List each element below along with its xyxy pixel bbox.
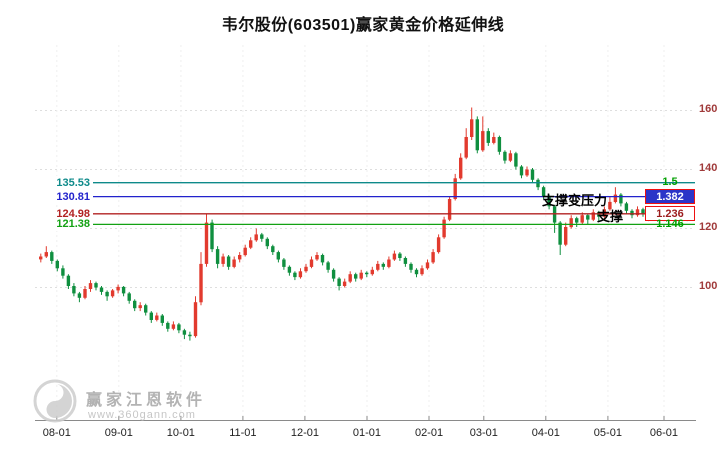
x-axis-line bbox=[35, 420, 696, 421]
extension-ratio-label: 1.236 bbox=[645, 206, 695, 222]
annotation-support: 支撑 bbox=[597, 209, 624, 224]
x-axis-label: 12-01 bbox=[290, 427, 320, 439]
page-title: 韦尔股份(603501)赢家黄金价格延伸线 bbox=[221, 17, 505, 34]
watermark-logo-icon bbox=[32, 378, 78, 429]
y-axis-label: 120 bbox=[699, 221, 718, 234]
extension-price-label: 130.81 bbox=[34, 189, 90, 204]
x-axis-label: 06-01 bbox=[649, 427, 679, 439]
extension-price-label: 124.98 bbox=[34, 206, 90, 221]
extension-price-label: 135.53 bbox=[34, 175, 90, 190]
x-axis-label: 10-01 bbox=[166, 427, 195, 439]
x-axis-label: 09-01 bbox=[104, 427, 133, 439]
extension-ratio-label: 1.146 bbox=[656, 217, 684, 230]
x-axis-label: 04-01 bbox=[531, 427, 560, 439]
extension-price-label: 121.38 bbox=[34, 217, 90, 232]
annotation-support-turn-resistance: 支撑变压力 bbox=[542, 193, 608, 208]
candlestick-chart-area[interactable] bbox=[35, 45, 695, 420]
y-axis-label: 100 bbox=[699, 280, 718, 293]
x-axis-label: 08-01 bbox=[42, 427, 71, 439]
x-axis-label: 03-01 bbox=[469, 427, 498, 439]
x-axis-label: 05-01 bbox=[593, 427, 622, 439]
x-axis-label: 01-01 bbox=[352, 427, 382, 439]
extension-ratio-label: 1.5 bbox=[662, 176, 678, 189]
chart-svg[interactable] bbox=[35, 45, 695, 420]
y-axis-label: 140 bbox=[699, 162, 718, 175]
y-axis-label: 160 bbox=[699, 103, 718, 116]
watermark-brand-text: 赢家江恩软件 bbox=[86, 392, 207, 409]
watermark-url-text: www.360gann.com bbox=[88, 409, 196, 421]
extension-ratio-label: 1.382 bbox=[645, 189, 695, 205]
x-axis-label: 02-01 bbox=[414, 427, 444, 439]
x-axis-label: 11-01 bbox=[229, 427, 257, 439]
